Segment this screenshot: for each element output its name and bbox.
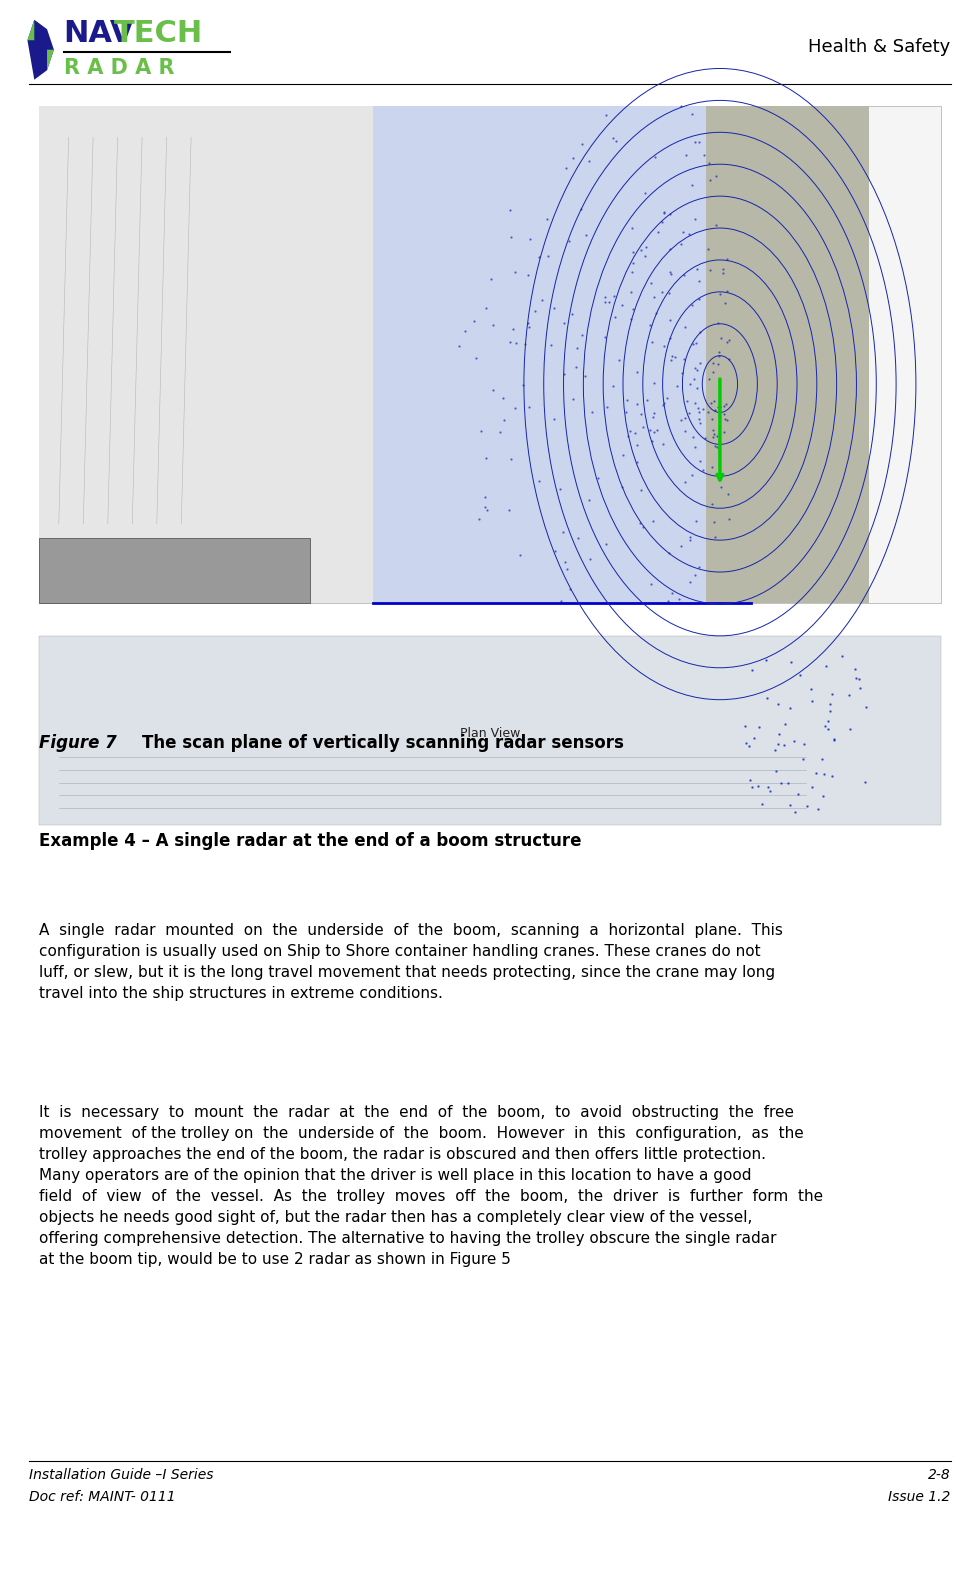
Text: Example 4 – A single radar at the end of a boom structure: Example 4 – A single radar at the end of…: [39, 832, 582, 849]
Text: A  single  radar  mounted  on  the  underside  of  the  boom,  scanning  a  hori: A single radar mounted on the underside …: [39, 923, 783, 1000]
Text: Figure 7: Figure 7: [39, 734, 117, 751]
Bar: [372, 106, 752, 603]
Polygon shape: [47, 49, 54, 71]
Bar: [707, 106, 868, 603]
Polygon shape: [27, 19, 54, 80]
Bar: [39, 636, 941, 825]
Text: Installation Guide –I Series: Installation Guide –I Series: [29, 1468, 214, 1482]
Text: 2-8: 2-8: [928, 1468, 951, 1482]
Text: Issue 1.2: Issue 1.2: [888, 1490, 951, 1504]
Polygon shape: [27, 19, 34, 41]
Text: Doc ref: MAINT- 0111: Doc ref: MAINT- 0111: [29, 1490, 176, 1504]
Text: The scan plane of vertically scanning radar sensors: The scan plane of vertically scanning ra…: [142, 734, 624, 751]
Bar: [39, 106, 400, 603]
Bar: [39, 538, 310, 603]
Bar: [39, 106, 941, 603]
Text: It  is  necessary  to  mount  the  radar  at  the  end  of  the  boom,  to  avoi: It is necessary to mount the radar at th…: [39, 1105, 823, 1267]
Text: Plan View: Plan View: [460, 727, 520, 740]
Text: NAV: NAV: [64, 19, 134, 47]
Text: Health & Safety: Health & Safety: [808, 38, 951, 57]
Text: R A D A R: R A D A R: [64, 58, 174, 77]
Text: TECH: TECH: [114, 19, 203, 47]
